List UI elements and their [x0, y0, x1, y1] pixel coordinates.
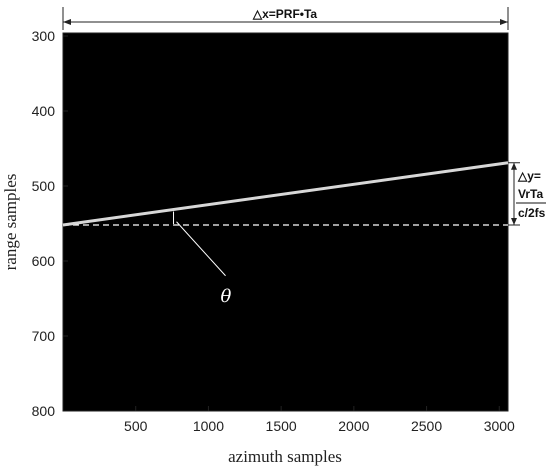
y-axis-label: range samples	[1, 174, 20, 271]
y-axis: 300 400 500 600 700 800	[32, 28, 68, 419]
delta-x-label: △x=PRF•Ta	[252, 7, 318, 21]
delta-y-bottom-arrow	[511, 218, 517, 225]
y-tick-label: 300	[32, 28, 56, 44]
plot-area	[62, 32, 509, 412]
y-tick-label: 400	[32, 103, 56, 119]
delta-y-label-2: VrTa	[518, 187, 543, 201]
y-tick-label: 800	[32, 403, 56, 419]
theta-marker: θ	[173, 211, 232, 307]
theta-label: θ	[221, 286, 232, 307]
y-tick-label: 700	[32, 328, 56, 344]
x-tick-label: 2000	[338, 418, 369, 434]
x-tick-label: 500	[124, 418, 148, 434]
x-axis-label: azimuth samples	[228, 447, 342, 466]
delta-y-label-1: △y=	[517, 169, 541, 183]
x-tick-label: 1500	[266, 418, 297, 434]
delta-x-left-arrow	[63, 19, 71, 25]
delta-y-label-3: c/2fs	[518, 206, 546, 220]
x-tick-label: 2500	[411, 418, 442, 434]
delta-x-dimension: △x=PRF•Ta	[62, 7, 509, 30]
x-tick-label: 1000	[193, 418, 224, 434]
x-axis: 500 1000 1500 2000 2500 3000	[124, 406, 515, 434]
x-tick-label: 3000	[484, 418, 515, 434]
delta-y-dimension: △y= VrTa c/2fs	[508, 162, 546, 226]
y-tick-label: 600	[32, 253, 56, 269]
delta-y-top-arrow	[511, 162, 517, 170]
y-tick-label: 500	[32, 178, 56, 194]
delta-x-right-arrow	[500, 19, 508, 25]
theta-leader-line	[176, 221, 226, 277]
series-line	[62, 161, 509, 227]
